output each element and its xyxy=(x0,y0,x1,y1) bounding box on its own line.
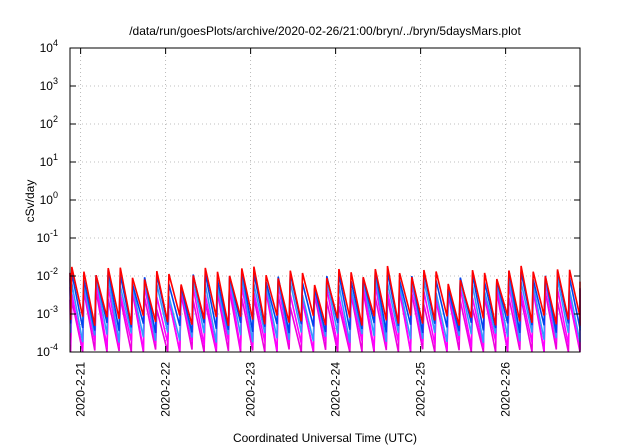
y-axis: 10-4 10-3 10-2 10-1 100 101 102 103 104 xyxy=(37,38,580,359)
grid-lines xyxy=(70,48,580,352)
y-tick-label: 103 xyxy=(40,76,58,93)
x-tick-label: 2020-2-21 xyxy=(74,362,88,417)
x-tick-label: 2020-2-23 xyxy=(244,362,258,417)
y-axis-label: cSv/day xyxy=(23,180,37,223)
series-group xyxy=(69,265,581,353)
y-tick-label: 101 xyxy=(40,152,58,169)
x-tick-label: 2020-2-22 xyxy=(159,362,173,417)
chart-title: /data/run/goesPlots/archive/2020-02-26/2… xyxy=(129,24,521,38)
y-tick-label: 10-4 xyxy=(37,342,58,359)
x-tick-label: 2020-2-24 xyxy=(329,362,343,417)
y-tick-label: 102 xyxy=(40,114,58,131)
y-tick-label: 10-1 xyxy=(37,228,58,245)
x-axis-label: Coordinated Universal Time (UTC) xyxy=(233,431,417,445)
y-tick-label: 104 xyxy=(40,38,58,55)
y-tick-label: 10-3 xyxy=(37,304,58,321)
y-tick-label: 10-2 xyxy=(37,266,58,283)
y-tick-label: 100 xyxy=(40,190,58,207)
series-line xyxy=(69,265,581,326)
x-tick-label: 2020-2-26 xyxy=(499,362,513,417)
x-tick-label: 2020-2-25 xyxy=(414,362,428,417)
x-axis: 2020-2-21 2020-2-22 2020-2-23 2020-2-24 2020… xyxy=(74,48,513,417)
